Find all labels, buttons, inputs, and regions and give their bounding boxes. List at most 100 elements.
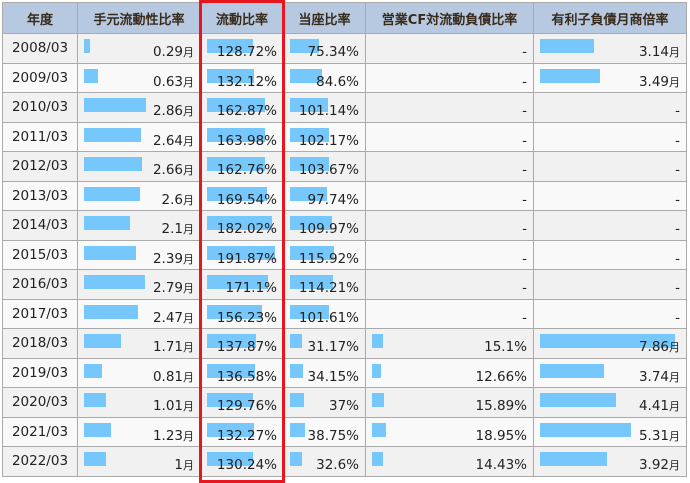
header-cf-ratio: 営業CF対流動負債比率	[365, 2, 534, 34]
value-cash-liquidity: 0.63	[152, 73, 183, 90]
value-debt-months: 3.74	[638, 368, 669, 385]
bar-quick-ratio	[290, 127, 329, 142]
cell-current-ratio: 156.23%	[200, 298, 284, 329]
value-cf-ratio: 15.1%	[484, 339, 527, 356]
bar-quick-ratio	[290, 39, 319, 53]
cell-year: 2008/03	[2, 33, 78, 64]
cell-year: 2014/03	[2, 210, 78, 241]
cell-debt-months: -	[533, 92, 687, 123]
bar-cash-liquidity	[84, 68, 98, 83]
value-debt-months: -	[675, 132, 680, 149]
value-quick-ratio: 32.6%	[316, 457, 359, 474]
ratio-table: 年度 手元流動性比率 流動比率 当座比率 営業CF対流動負債比率 有利子負債月商…	[2, 2, 687, 477]
cell-cash-liquidity: 2.39月	[77, 239, 201, 270]
unit-label: 月	[669, 75, 680, 89]
cell-current-ratio: 129.76%	[200, 387, 284, 418]
value-cash-liquidity: 1.01	[152, 398, 183, 415]
cell-debt-months: -	[533, 298, 687, 329]
cell-year: 2021/03	[2, 416, 78, 447]
cell-cf-ratio: -	[365, 62, 534, 93]
value-quick-ratio: 101.14%	[298, 103, 359, 120]
cell-quick-ratio: 34.15%	[283, 357, 366, 388]
value-current-ratio: 191.87%	[216, 250, 277, 267]
value-cash-liquidity: 2.1	[161, 221, 183, 238]
value-current-ratio: 129.76%	[216, 398, 277, 415]
bar-cash-liquidity	[84, 157, 142, 171]
value-quick-ratio: 31.17%	[307, 339, 359, 356]
value-quick-ratio: 34.15%	[307, 368, 359, 385]
bar-current-ratio	[207, 363, 255, 378]
cell-year: 2010/03	[2, 92, 78, 123]
table-row: 2015/03 2.39月 191.87% 115.92% - -	[2, 239, 687, 270]
value-cf-ratio: 14.43%	[475, 457, 527, 474]
unit-label: 月	[183, 164, 194, 178]
value-cash-liquidity: 1.23	[152, 427, 183, 444]
bar-cf-ratio	[372, 452, 383, 466]
cell-quick-ratio: 102.17%	[283, 121, 366, 152]
bar-cf-ratio	[372, 393, 384, 407]
cell-debt-months: -	[533, 210, 687, 241]
bar-debt-months	[540, 39, 594, 53]
bar-debt-months	[540, 452, 607, 466]
value-cf-ratio: -	[522, 250, 527, 267]
unit-label: 月	[183, 429, 194, 443]
bar-cash-liquidity	[84, 452, 106, 466]
bar-quick-ratio	[290, 98, 328, 112]
value-current-ratio: 163.98%	[216, 132, 277, 149]
bar-debt-months	[540, 334, 675, 348]
cell-current-ratio: 169.54%	[200, 180, 284, 211]
cell-debt-months: 3.14月	[533, 33, 687, 64]
cell-cash-liquidity: 1.01月	[77, 387, 201, 418]
cell-current-ratio: 132.12%	[200, 62, 284, 93]
value-cash-liquidity: 1.71	[152, 339, 183, 356]
cell-year: 2017/03	[2, 298, 78, 329]
unit-label: 月	[669, 429, 680, 443]
unit-label: 月	[183, 75, 194, 89]
table-row: 2009/03 0.63月 132.12% 84.6% -3.49月	[2, 62, 687, 93]
value-debt-months: -	[675, 162, 680, 179]
bar-current-ratio	[207, 127, 265, 142]
cell-quick-ratio: 31.17%	[283, 328, 366, 359]
value-cf-ratio: -	[522, 280, 527, 297]
bar-cash-liquidity	[84, 304, 138, 319]
value-quick-ratio: 115.92%	[298, 250, 359, 267]
value-cash-liquidity: 2.47	[152, 309, 183, 326]
bar-quick-ratio	[290, 245, 334, 260]
cell-debt-months: 3.49月	[533, 62, 687, 93]
unit-label: 月	[183, 459, 194, 473]
unit-label: 月	[669, 400, 680, 414]
cell-current-ratio: 191.87%	[200, 239, 284, 270]
cell-debt-months: -	[533, 121, 687, 152]
bar-current-ratio	[207, 304, 262, 319]
unit-label: 月	[183, 311, 194, 325]
header-current-ratio: 流動比率	[200, 2, 284, 34]
value-cash-liquidity: 2.66	[152, 162, 183, 179]
table-row: 2014/03 2.1月 182.02% 109.97% - -	[2, 210, 687, 241]
value-current-ratio: 137.87%	[216, 339, 277, 356]
value-debt-months: -	[675, 280, 680, 297]
value-debt-months: -	[675, 191, 680, 208]
cell-quick-ratio: 114.21%	[283, 269, 366, 300]
unit-label: 月	[183, 105, 194, 119]
bar-cash-liquidity	[84, 422, 111, 437]
bar-cash-liquidity	[84, 334, 121, 348]
cell-current-ratio: 163.98%	[200, 121, 284, 152]
value-cf-ratio: 18.95%	[475, 427, 527, 444]
value-quick-ratio: 97.74%	[307, 191, 359, 208]
value-debt-months: -	[675, 221, 680, 238]
cell-cash-liquidity: 2.64月	[77, 121, 201, 152]
cell-cf-ratio: -	[365, 33, 534, 64]
table-row: 2022/03 1月 130.24% 32.6% 14.43% 3.92月	[2, 446, 687, 477]
bar-current-ratio	[207, 39, 253, 53]
value-current-ratio: 169.54%	[216, 191, 277, 208]
bar-cash-liquidity	[84, 98, 146, 112]
bar-quick-ratio	[290, 304, 329, 319]
cell-debt-months: 5.31月	[533, 416, 687, 447]
cell-debt-months: 3.92月	[533, 446, 687, 477]
value-quick-ratio: 101.61%	[298, 309, 359, 326]
value-current-ratio: 156.23%	[216, 309, 277, 326]
cell-quick-ratio: 32.6%	[283, 446, 366, 477]
bar-cash-liquidity	[84, 216, 130, 230]
table-row: 2010/03 2.86月 162.87% 101.14% - -	[2, 92, 687, 123]
